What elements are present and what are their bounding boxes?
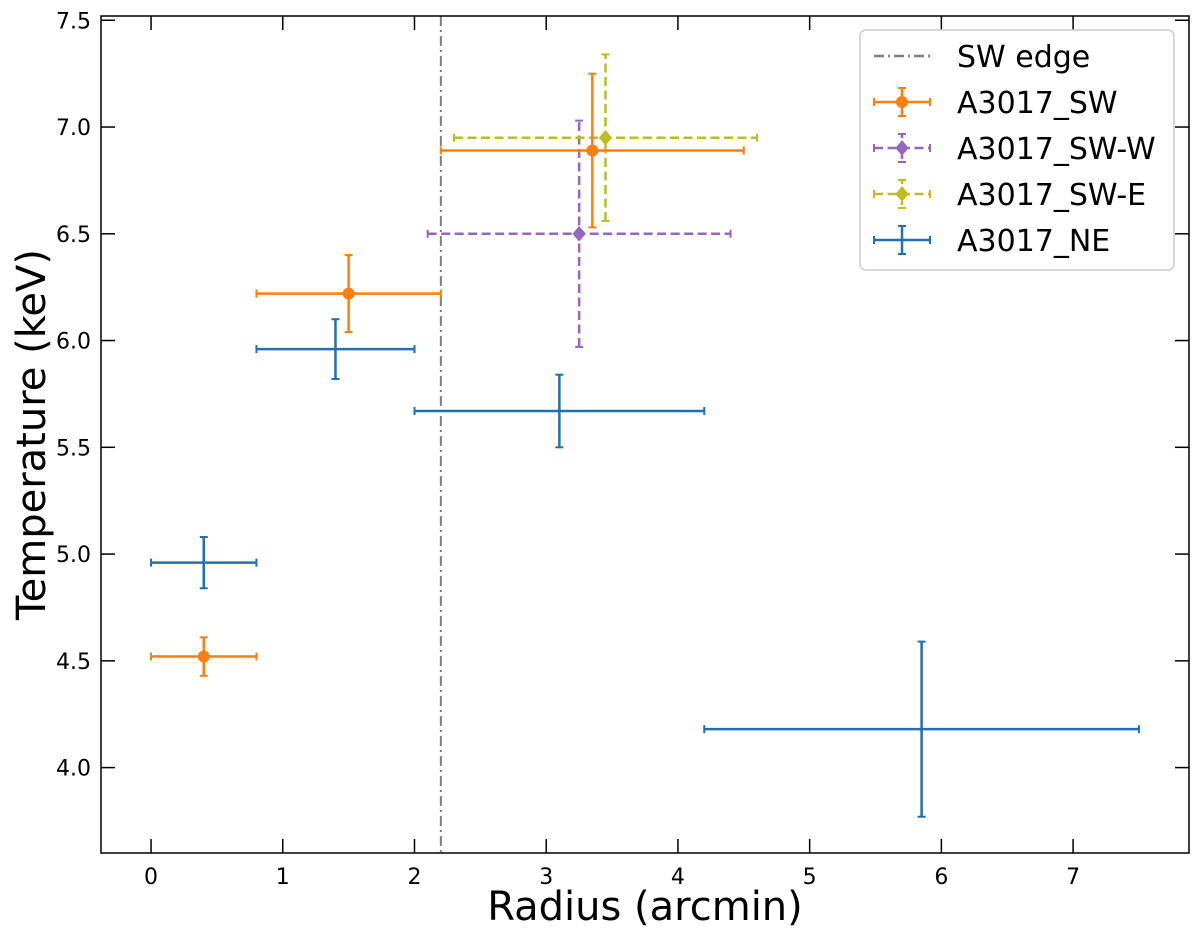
legend-marker [896,96,908,108]
x-tick-label: 6 [934,865,948,890]
legend-label: A3017_SW [957,86,1118,121]
x-tick-label: 3 [539,865,553,890]
legend-entry: A3017_NE [873,224,1110,259]
legend-label: A3017_SW-E [957,178,1146,213]
legend-entry: A3017_SW-W [873,132,1156,167]
ticks-layer: 0 1 2 3 4 5 6 7 4.0 4.5 5.0 5.5 6.0 6.5 7.0 7.5 [56,9,1189,890]
series-a3017-ne [150,318,1140,818]
legend-entry: A3017_SW [873,86,1118,121]
data-layer [150,16,1140,853]
legend-box [859,29,1175,271]
y-tick-label: 6.5 [56,223,91,248]
legend-label: A3017_NE [957,224,1110,259]
data-point [255,318,416,380]
x-tick-label: 5 [803,865,817,890]
legend-entry: SW edge [874,40,1090,75]
legend-marker [895,140,909,156]
y-tick-label: 4.0 [56,757,91,782]
data-point [150,636,258,677]
y-tick-label: 6.0 [56,330,91,355]
x-tick-label: 2 [407,865,421,890]
data-marker [598,129,613,146]
data-point [150,535,258,590]
x-tick-label: 0 [144,865,158,890]
y-tick-label: 7.0 [56,116,91,141]
data-point [453,53,758,222]
y-axis-label: Temperature (keV) [9,249,55,621]
series-a3017-sw [150,72,745,677]
series-a3017-sw-w [426,119,732,348]
y-tick-label: 4.5 [56,650,91,675]
x-tick-label: 4 [671,865,685,890]
data-marker [342,287,355,300]
legend: SW edge A3017_SW A3017_SW-W A3017_SW-E A3017… [859,29,1175,271]
data-point [426,119,732,348]
legend-entry: A3017_SW-E [873,178,1146,213]
x-tick-label: 7 [1066,865,1080,890]
data-point [439,72,745,229]
y-tick-label: 5.0 [56,543,91,568]
x-tick-label: 1 [276,865,290,890]
data-point [703,640,1140,818]
legend-marker [895,186,909,202]
y-tick-label: 5.5 [56,436,91,461]
y-tick-label: 7.5 [56,9,91,34]
legend-label: SW edge [957,40,1090,75]
legend-label: A3017_SW-W [957,132,1156,167]
data-marker [197,650,210,663]
data-marker [586,144,599,157]
x-axis-label: Radius (arcmin) [487,884,803,930]
data-point [413,373,706,449]
data-point [255,254,442,334]
series-a3017-sw-e [453,53,758,222]
plot-frame [100,15,1190,854]
data-marker [572,226,586,242]
